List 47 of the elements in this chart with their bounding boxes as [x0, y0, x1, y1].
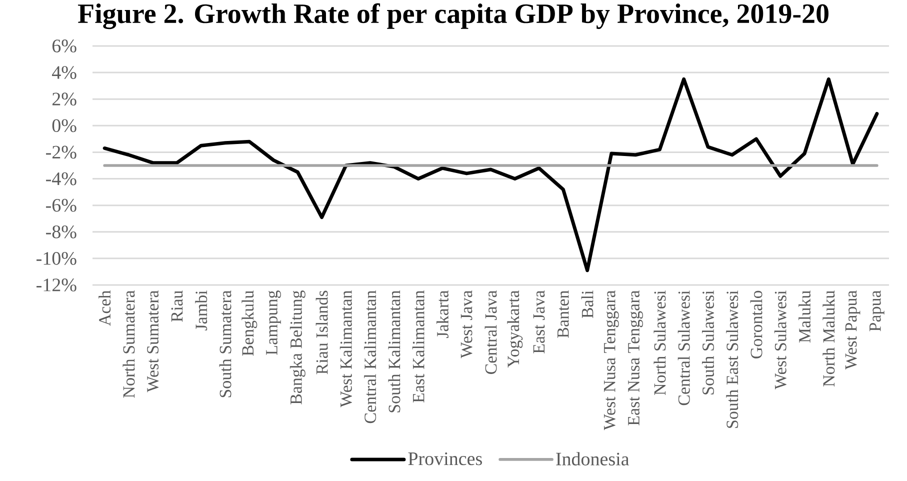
x-tick-label: Bengkulu — [242, 290, 258, 356]
x-tick-label: Yogyakarta — [507, 290, 523, 368]
x-tick-label: West Nusa Tenggara — [604, 290, 619, 430]
x-tick-label: Riau Islands — [316, 290, 328, 374]
x-tick-label: Central Java — [484, 290, 497, 374]
x-tick-label: South Kalimantan — [388, 290, 400, 412]
y-tick-label: -10% — [36, 252, 76, 265]
x-tick-label: West Java — [460, 290, 472, 358]
line-series — [102, 77, 879, 272]
legend-label: Indonesia — [556, 452, 630, 466]
x-tick-label: North Sumatera — [122, 290, 135, 398]
x-tick-label: Maluku — [798, 290, 811, 343]
x-tick-label: Central Kalimantan — [364, 290, 376, 424]
x-tick-label: Papua — [870, 290, 884, 332]
x-tick-label: East Nusa Tenggara — [628, 290, 643, 426]
x-tick-label: West Sumatera — [147, 290, 159, 392]
x-tick-label: West Papua — [845, 290, 860, 370]
y-tick-label: 6% — [52, 40, 76, 52]
y-tick-label: 0% — [52, 119, 76, 132]
x-tick-label: North Maluku — [822, 290, 835, 386]
x-tick-label: West Kalimantan — [340, 290, 352, 408]
x-tick-label: Bangka Belitung — [290, 290, 306, 404]
x-tick-label: Jambi — [195, 290, 208, 330]
x-tick-label: Gorontalo — [750, 290, 762, 358]
x-tick-label: South Sulawesi — [702, 290, 714, 394]
y-tick-label: -4% — [46, 172, 76, 186]
x-tick-label: Jakarta — [436, 290, 448, 338]
x-tick-label: Banten — [558, 290, 569, 338]
y-tick-label: 4% — [52, 66, 76, 79]
x-tick-label: Aceh — [98, 290, 111, 326]
x-tick-label: West Sulawesi — [774, 290, 786, 390]
x-tick-label: South Sumatera — [219, 290, 232, 398]
x-tick-label: Lampung — [266, 290, 281, 355]
chart-title: Figure 2. Growth Rate of per capita GDP by Province, 2019-20 — [78, 3, 828, 30]
legend-label: Provinces — [408, 452, 482, 466]
x-tick-label: Central Sulawesi — [678, 290, 690, 406]
x-tick-label: East Java — [533, 290, 545, 354]
x-tick-label: Bali — [581, 290, 594, 318]
x-tick-label: East Kalimantan — [412, 290, 424, 403]
y-tick-label: -12% — [36, 278, 76, 292]
x-tick-label: South East Sulawesi — [726, 290, 738, 428]
y-tick-label: 2% — [52, 92, 76, 106]
y-tick-label: -6% — [46, 198, 76, 212]
x-tick-label: North Sulawesi — [654, 290, 666, 395]
y-tick-label: -2% — [46, 146, 76, 159]
y-tick-label: -8% — [46, 225, 76, 238]
x-tick-label: Riau — [171, 290, 183, 322]
